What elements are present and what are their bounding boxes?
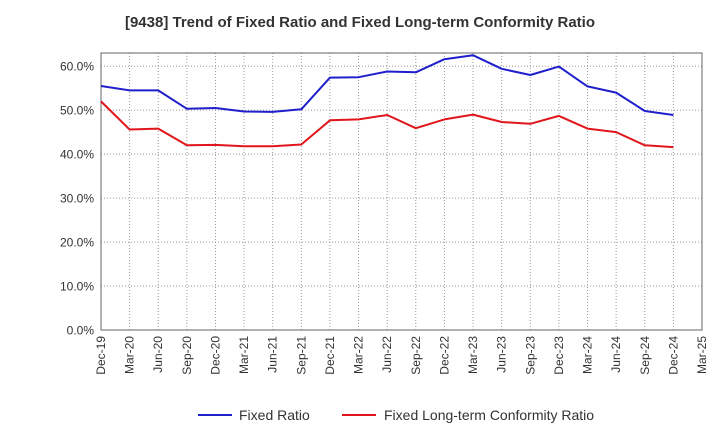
x-tick-label: Sep-20: [180, 336, 194, 375]
x-tick-label: Jun-20: [151, 336, 165, 373]
plot-area-frame: [100, 52, 703, 331]
x-tick-label: Jun-24: [609, 336, 623, 373]
y-tick-label: 20.0%: [60, 236, 94, 250]
y-tick-label: 60.0%: [60, 60, 94, 74]
legend-label-fixed-ratio: Fixed Ratio: [239, 407, 310, 423]
y-tick-label: 0.0%: [67, 324, 95, 338]
y-tick-label: 50.0%: [60, 104, 94, 118]
chart-title: [9438] Trend of Fixed Ratio and Fixed Lo…: [124, 14, 596, 31]
x-tick-label: Dec-23: [552, 336, 566, 375]
x-tick-label: Sep-21: [294, 336, 308, 375]
x-tick-label: Jun-22: [380, 336, 394, 373]
x-tick-label: Dec-21: [323, 336, 337, 375]
x-tick-label: Dec-24: [666, 336, 680, 375]
series-line-fixed-ratio: [100, 54, 674, 116]
x-tick-label: Jun-21: [266, 336, 280, 373]
y-tick-label: 10.0%: [60, 280, 94, 294]
y-tick-label: 30.0%: [60, 192, 94, 206]
x-tick-label: Mar-22: [352, 336, 366, 374]
x-tick-label: Dec-22: [437, 336, 451, 375]
x-tick-label: Mar-24: [581, 336, 595, 374]
x-tick-label: Jun-23: [495, 336, 509, 373]
x-tick-label: Mar-23: [466, 336, 480, 374]
legend-label-fixed-long-term-conformity-ratio: Fixed Long-term Conformity Ratio: [384, 407, 594, 423]
x-tick-label: Sep-24: [638, 336, 652, 375]
x-tick-label: Mar-25: [695, 336, 709, 374]
x-tick-label: Mar-21: [237, 336, 251, 374]
series-line-fixed-long-term-conformity-ratio: [100, 100, 674, 149]
y-tick-label: 40.0%: [60, 148, 94, 162]
x-tick-label: Sep-23: [523, 336, 537, 375]
x-tick-label: Mar-20: [123, 336, 137, 374]
x-tick-label: Dec-20: [208, 336, 222, 375]
x-tick-label: Sep-22: [409, 336, 423, 375]
x-tick-label: Dec-19: [94, 336, 108, 375]
